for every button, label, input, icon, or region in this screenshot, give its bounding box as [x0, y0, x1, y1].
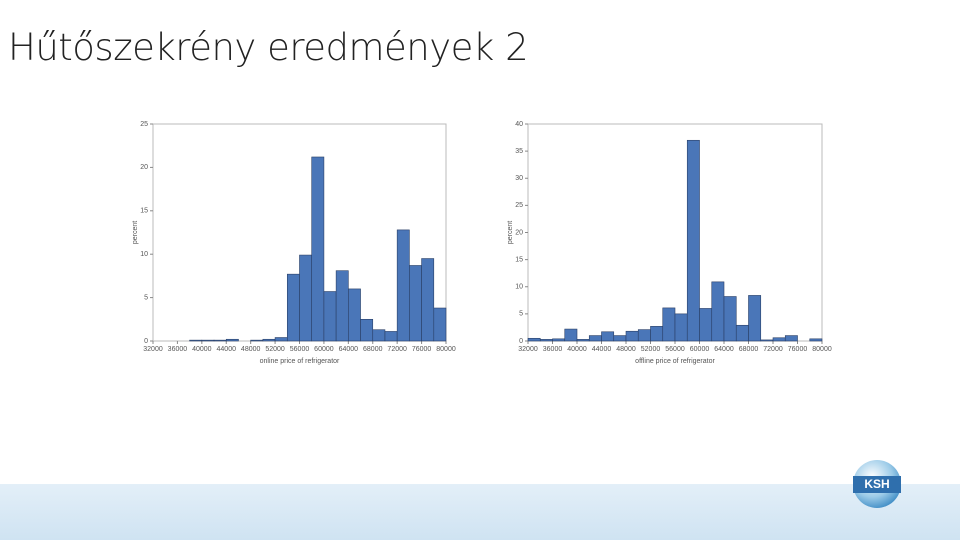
y-tick-label: 10 — [140, 251, 148, 258]
x-tick-label: 76000 — [412, 346, 432, 353]
x-tick-label: 52000 — [641, 346, 661, 353]
bar — [225, 338, 239, 342]
x-tick-label: 40000 — [567, 346, 587, 353]
x-tick-label: 72000 — [387, 346, 407, 353]
bar — [539, 339, 553, 342]
x-tick-label: 32000 — [143, 346, 163, 353]
bar — [564, 328, 578, 342]
bar — [311, 156, 325, 342]
y-tick-label: 35 — [515, 148, 523, 155]
y-tick-label: 20 — [140, 164, 148, 171]
bar — [784, 335, 798, 342]
x-tick-label: 72000 — [763, 346, 783, 353]
y-tick-label: 15 — [515, 256, 523, 263]
bar — [613, 335, 627, 342]
x-tick-label: 52000 — [265, 346, 285, 353]
bar — [809, 338, 823, 342]
y-axis-label: percent — [507, 221, 514, 244]
y-axis-label: percent — [132, 221, 139, 244]
y-tick-label: 5 — [144, 294, 148, 301]
slide-title: Hűtőszekrény eredmények 2 — [8, 26, 529, 69]
x-tick-label: 56000 — [665, 346, 685, 353]
x-tick-label: 48000 — [616, 346, 636, 353]
bar — [396, 229, 410, 342]
y-tick-label: 20 — [515, 229, 523, 236]
logo-bar — [853, 476, 901, 493]
x-tick-label: 68000 — [739, 346, 759, 353]
bar — [576, 339, 590, 342]
y-tick-label: 0 — [519, 338, 523, 345]
bar — [189, 339, 203, 342]
bar — [250, 339, 264, 342]
bar — [372, 329, 386, 342]
bar — [201, 339, 215, 342]
x-tick-label: 44000 — [217, 346, 237, 353]
x-tick-label: 44000 — [592, 346, 612, 353]
bar — [262, 338, 276, 342]
x-tick-label: 32000 — [518, 346, 538, 353]
bar — [772, 337, 786, 342]
x-axis-label: online price of refrigerator — [260, 358, 340, 365]
bar — [409, 265, 422, 342]
bar — [360, 318, 374, 342]
bar — [384, 331, 398, 342]
bar — [699, 308, 713, 342]
bar — [686, 139, 700, 342]
y-tick-label: 40 — [515, 121, 523, 128]
y-tick-label: 30 — [515, 175, 523, 182]
x-tick-label: 36000 — [168, 346, 188, 353]
x-tick-label: 64000 — [339, 346, 359, 353]
bar — [674, 313, 688, 342]
y-tick-label: 15 — [140, 208, 148, 215]
y-tick-label: 10 — [515, 284, 523, 291]
bar — [274, 337, 288, 342]
bar — [213, 339, 227, 342]
x-tick-label: 40000 — [192, 346, 212, 353]
bar — [323, 291, 337, 342]
y-tick-label: 0 — [144, 338, 148, 345]
x-tick-label: 80000 — [436, 346, 456, 353]
decorative-band — [0, 484, 960, 540]
x-axis-label: offline price of refrigerator — [635, 358, 715, 365]
bar — [748, 295, 762, 342]
bar — [299, 254, 313, 342]
bar — [735, 324, 749, 342]
logo-text: KSH — [864, 477, 889, 491]
y-tick-label: 25 — [140, 121, 148, 128]
y-tick-label: 25 — [515, 202, 523, 209]
x-tick-label: 36000 — [543, 346, 563, 353]
bar — [662, 307, 676, 342]
bar — [433, 307, 447, 342]
bar — [723, 296, 737, 342]
bar — [711, 281, 725, 342]
bar — [527, 337, 541, 342]
x-tick-label: 64000 — [714, 346, 734, 353]
x-tick-label: 80000 — [812, 346, 832, 353]
y-tick-label: 5 — [519, 311, 523, 318]
bar — [335, 270, 349, 342]
bar — [625, 330, 639, 342]
bar — [601, 331, 615, 342]
bar — [650, 326, 664, 342]
x-tick-label: 56000 — [290, 346, 310, 353]
bar — [637, 329, 651, 342]
bar — [348, 288, 361, 342]
x-tick-label: 68000 — [363, 346, 383, 353]
x-tick-label: 60000 — [690, 346, 710, 353]
x-tick-label: 48000 — [241, 346, 261, 353]
bar — [760, 339, 774, 342]
x-tick-label: 76000 — [788, 346, 808, 353]
bar — [286, 273, 300, 342]
bar — [421, 258, 435, 342]
bar — [588, 335, 602, 342]
bar — [552, 338, 566, 342]
x-tick-label: 60000 — [314, 346, 334, 353]
